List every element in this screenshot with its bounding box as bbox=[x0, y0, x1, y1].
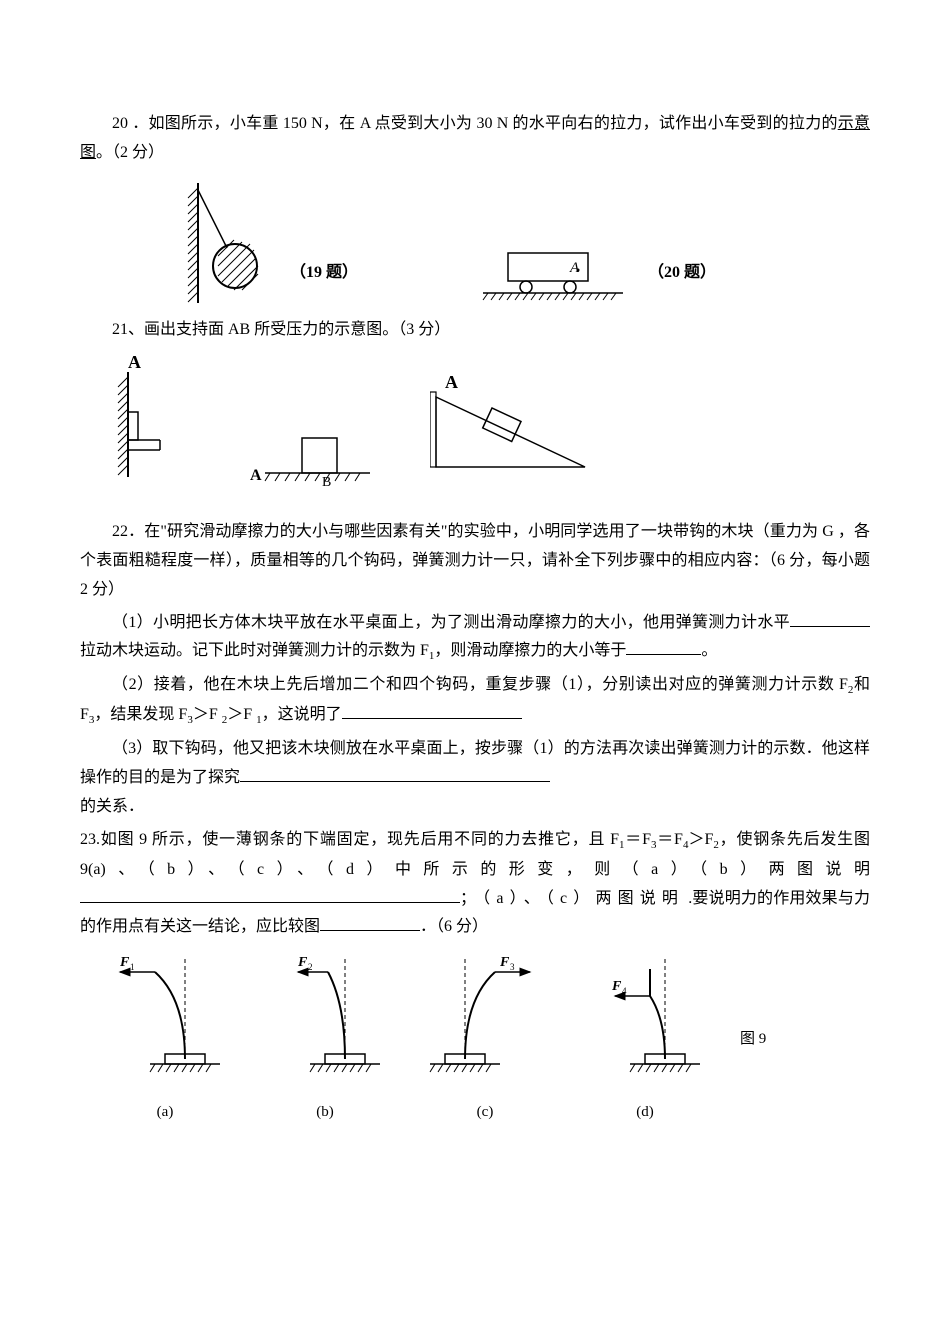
q21-text: 21、画出支持面 AB 所受压力的示意图。（3 分） bbox=[80, 316, 870, 345]
q22-p1b: 拉动木块运动。记下此时对弹簧测力计的示数为 F bbox=[80, 642, 429, 659]
svg-text:F: F bbox=[499, 955, 510, 970]
svg-text:F: F bbox=[119, 955, 130, 970]
fig20-wrap: A bbox=[478, 248, 628, 308]
q23-h: ．（6 分） bbox=[420, 918, 488, 935]
blank-4 bbox=[240, 781, 550, 782]
q22-p2: （2）接着，他在木块上先后增加二个和四个钩码，重复步骤（1），分别读出对应的弹簧… bbox=[80, 671, 870, 731]
q21-fig2: A B bbox=[250, 423, 380, 493]
q23-fig-b: F2 (b) bbox=[260, 954, 390, 1126]
svg-text:A: A bbox=[128, 352, 141, 372]
q22-p1d: 。 bbox=[701, 642, 717, 659]
q22-p2f: ，这说明了 bbox=[262, 706, 342, 723]
svg-text:2: 2 bbox=[308, 962, 313, 972]
q21-figures: A bbox=[110, 352, 870, 493]
fig19-label: （19 题） bbox=[290, 259, 358, 288]
fig19-wrap bbox=[180, 178, 280, 308]
q22-p2a: （2）接着，他在木块上先后增加二个和四个钩码，重复步骤（1），分别读出对应的弹簧… bbox=[112, 676, 848, 693]
cap-a: (a) bbox=[100, 1099, 230, 1126]
q21-fig1: A bbox=[110, 352, 200, 493]
svg-text:3: 3 bbox=[510, 962, 515, 972]
q23-text: 23.如图 9 所示，使一薄钢条的下端固定，现先后用不同的力去推它，且 F1＝F… bbox=[80, 826, 870, 942]
blank-1 bbox=[790, 626, 870, 627]
fig20-svg: A bbox=[478, 248, 628, 308]
q23-d: ＞F bbox=[688, 831, 713, 848]
fig20-label: （20 题） bbox=[648, 259, 716, 288]
blank-5 bbox=[80, 902, 460, 903]
svg-text:F: F bbox=[611, 979, 622, 994]
blank-3 bbox=[342, 718, 522, 719]
q22-lead-text: 22．在"研究滑动摩擦力的大小与哪些因素有关"的实验中，小明同学选用了一块带钩的… bbox=[80, 518, 870, 604]
cap-c: (c) bbox=[420, 1099, 550, 1126]
q20-tail: 。（2 分） bbox=[96, 144, 164, 161]
blank-6 bbox=[320, 930, 420, 931]
svg-text:A: A bbox=[445, 372, 458, 392]
q19-20-figures: （19 题） A （20 题） bbox=[180, 178, 870, 308]
q20-body: 20 ．如图所示，小车重 150 N，在 A 点受到大小为 30 N 的水平向右… bbox=[112, 115, 838, 132]
svg-text:B: B bbox=[322, 475, 331, 490]
q23-figures: F1 (a) F2 (b) bbox=[100, 954, 870, 1126]
q23-c: ＝F bbox=[656, 831, 682, 848]
svg-text:F: F bbox=[297, 955, 308, 970]
q23-fig-a: F1 (a) bbox=[100, 954, 230, 1126]
q21-fig3: A bbox=[430, 372, 600, 493]
q22-p3: （3）取下钩码，他又把该木块侧放在水平桌面上，按步骤（1）的方法再次读出弹簧测力… bbox=[80, 735, 870, 821]
q23-fig-d: F4 (d) bbox=[580, 954, 710, 1126]
q22-p3a: （3）取下钩码，他又把该木块侧放在水平桌面上，按步骤（1）的方法再次读出弹簧测力… bbox=[80, 740, 870, 786]
q23-f: ；（a）、（c）两图说明 bbox=[460, 890, 684, 907]
q23-a: 23.如图 9 所示，使一薄钢条的下端固定，现先后用不同的力去推它，且 F bbox=[80, 831, 619, 848]
q22-p1: （1）小明把长方体木块平放在水平桌面上，为了测出滑动摩擦力的大小，他用弹簧测力计… bbox=[80, 609, 870, 668]
q20-text: 20 ．如图所示，小车重 150 N，在 A 点受到大小为 30 N 的水平向右… bbox=[80, 110, 870, 168]
fig9-label: 图 9 bbox=[740, 1026, 766, 1053]
q22-p3b: 的关系． bbox=[80, 798, 144, 815]
q22-p2c: ，结果发现 F bbox=[94, 706, 187, 723]
cap-d: (d) bbox=[580, 1099, 710, 1126]
q22-lead: 22．在"研究滑动摩擦力的大小与哪些因素有关"的实验中，小明同学选用了一块带钩的… bbox=[80, 518, 870, 604]
svg-text:A: A bbox=[250, 467, 262, 484]
svg-text:4: 4 bbox=[622, 986, 627, 996]
q23-b: ＝F bbox=[624, 831, 650, 848]
blank-2 bbox=[626, 654, 701, 655]
q22-p1a: （1）小明把长方体木块平放在水平桌面上，为了测出滑动摩擦力的大小，他用弹簧测力计… bbox=[112, 614, 790, 631]
cap-b: (b) bbox=[260, 1099, 390, 1126]
fig19-svg bbox=[180, 178, 280, 308]
q23-fig-c: F3 (c) bbox=[420, 954, 550, 1126]
q22-p1c: ，则滑动摩擦力的大小等于 bbox=[434, 642, 626, 659]
svg-text:1: 1 bbox=[130, 962, 135, 972]
q22-p2e: ＞F bbox=[227, 706, 256, 723]
q22-p2d: ＞F bbox=[193, 706, 222, 723]
fig20-A: A bbox=[569, 260, 580, 276]
